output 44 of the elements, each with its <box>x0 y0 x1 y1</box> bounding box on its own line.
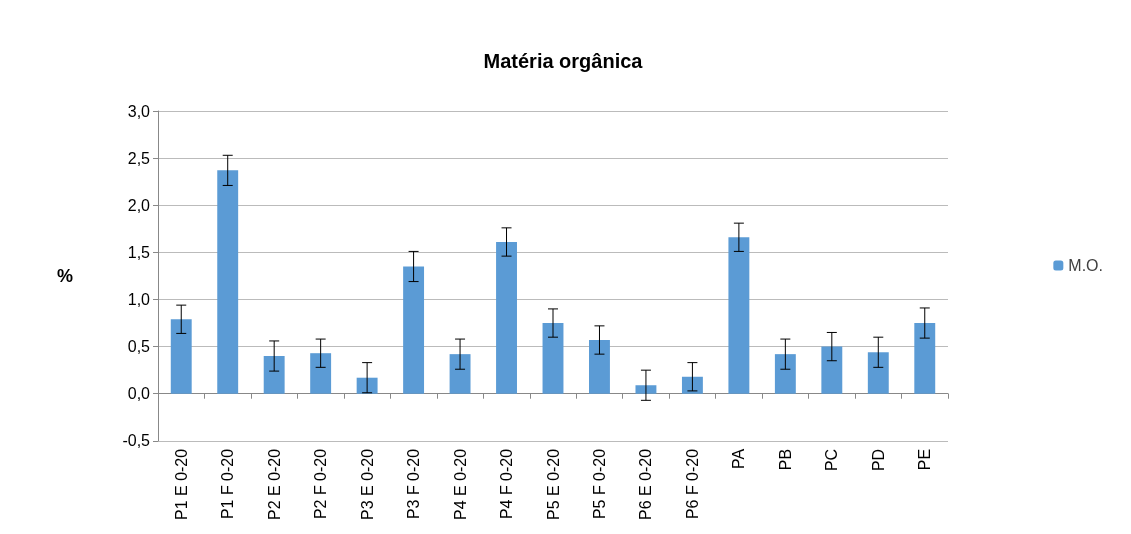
x-tick-label: PD <box>869 448 887 472</box>
bar <box>728 237 750 394</box>
x-tick-label: PE <box>916 448 934 471</box>
bar <box>263 356 285 394</box>
y-tick-label: -0,5 <box>122 432 151 450</box>
x-tick-label: P2 E 0-20 <box>265 448 283 520</box>
bar <box>867 352 889 394</box>
x-tick-label: P6 F 0-20 <box>683 448 701 520</box>
bar <box>681 376 703 394</box>
x-tick-label: P1 F 0-20 <box>219 448 237 520</box>
bar <box>774 354 796 394</box>
bar <box>403 266 425 394</box>
bar <box>496 242 517 394</box>
bar <box>914 323 936 394</box>
x-tick-label: PA <box>730 448 748 469</box>
x-tick-label: PB <box>776 448 794 471</box>
bar <box>589 340 610 394</box>
bar <box>635 385 657 394</box>
y-tick-label: 3,0 <box>127 102 151 120</box>
y-tick-label: 1,0 <box>127 290 151 308</box>
x-tick-label: P3 E 0-20 <box>358 448 376 520</box>
x-tick-label: P5 F 0-20 <box>590 448 608 520</box>
y-tick-label: 2,5 <box>127 149 151 167</box>
x-tick-label: P4 E 0-20 <box>451 448 469 520</box>
bar <box>542 323 564 394</box>
bar <box>449 354 471 394</box>
x-tick-label: PC <box>823 448 841 472</box>
y-tick-label: 0,5 <box>127 338 151 356</box>
y-tick-label: 0,0 <box>127 385 151 403</box>
bar <box>310 353 332 394</box>
bar <box>170 319 192 394</box>
y-axis-title: % <box>56 265 73 286</box>
y-tick-label: 2,0 <box>127 196 151 214</box>
x-tick-label: P5 E 0-20 <box>544 448 562 520</box>
bar <box>821 346 843 394</box>
x-tick-label: P6 E 0-20 <box>637 448 655 520</box>
x-tick-label: P4 F 0-20 <box>498 448 516 520</box>
bar <box>217 170 239 394</box>
x-tick-label: P3 F 0-20 <box>405 448 423 520</box>
y-tick-label: 1,5 <box>127 243 151 261</box>
legend-label: M.O. <box>1068 257 1104 274</box>
x-tick-label: P2 F 0-20 <box>312 448 330 520</box>
chart-title: Matéria orgânica <box>483 50 644 72</box>
x-tick-label: P1 E 0-20 <box>172 448 190 520</box>
